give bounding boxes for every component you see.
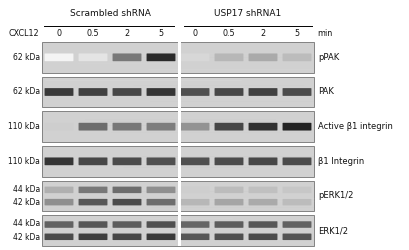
FancyBboxPatch shape	[283, 54, 311, 61]
Text: 5: 5	[294, 30, 299, 38]
FancyBboxPatch shape	[79, 199, 108, 205]
Text: β1 Integrin: β1 Integrin	[318, 157, 364, 166]
FancyBboxPatch shape	[146, 88, 175, 96]
Text: 110 kDa: 110 kDa	[8, 157, 40, 166]
FancyBboxPatch shape	[112, 221, 142, 228]
FancyBboxPatch shape	[79, 54, 108, 61]
Text: Scrambled shRNA: Scrambled shRNA	[70, 9, 151, 18]
FancyBboxPatch shape	[112, 158, 142, 165]
FancyBboxPatch shape	[146, 221, 175, 228]
Text: 0.5: 0.5	[87, 30, 99, 38]
FancyBboxPatch shape	[215, 199, 243, 205]
Text: 0: 0	[193, 30, 198, 38]
FancyBboxPatch shape	[249, 234, 277, 240]
FancyBboxPatch shape	[283, 186, 311, 193]
FancyBboxPatch shape	[215, 158, 243, 165]
FancyBboxPatch shape	[42, 215, 314, 246]
FancyBboxPatch shape	[249, 88, 277, 96]
FancyBboxPatch shape	[112, 88, 142, 96]
FancyBboxPatch shape	[146, 158, 175, 165]
FancyBboxPatch shape	[180, 123, 209, 130]
FancyBboxPatch shape	[249, 54, 277, 61]
Text: ERK1/2: ERK1/2	[318, 226, 348, 235]
FancyBboxPatch shape	[45, 88, 74, 96]
FancyBboxPatch shape	[45, 221, 74, 228]
FancyBboxPatch shape	[178, 42, 181, 246]
Text: 42 kDa: 42 kDa	[13, 198, 40, 207]
FancyBboxPatch shape	[112, 123, 142, 130]
FancyBboxPatch shape	[180, 158, 209, 165]
FancyBboxPatch shape	[146, 199, 175, 205]
FancyBboxPatch shape	[112, 186, 142, 193]
Text: 110 kDa: 110 kDa	[8, 122, 40, 131]
FancyBboxPatch shape	[283, 199, 311, 205]
Text: pPAK: pPAK	[318, 53, 339, 62]
FancyBboxPatch shape	[146, 54, 175, 61]
FancyBboxPatch shape	[215, 54, 243, 61]
FancyBboxPatch shape	[112, 199, 142, 205]
FancyBboxPatch shape	[215, 88, 243, 96]
FancyBboxPatch shape	[283, 234, 311, 240]
FancyBboxPatch shape	[45, 123, 74, 130]
FancyBboxPatch shape	[45, 54, 74, 61]
FancyBboxPatch shape	[180, 88, 209, 96]
FancyBboxPatch shape	[249, 221, 277, 228]
FancyBboxPatch shape	[249, 158, 277, 165]
FancyBboxPatch shape	[283, 123, 311, 130]
FancyBboxPatch shape	[180, 221, 209, 228]
Text: 2: 2	[124, 30, 130, 38]
Text: pERK1/2: pERK1/2	[318, 192, 353, 200]
Text: 0: 0	[56, 30, 61, 38]
FancyBboxPatch shape	[79, 234, 108, 240]
FancyBboxPatch shape	[79, 186, 108, 193]
FancyBboxPatch shape	[249, 199, 277, 205]
FancyBboxPatch shape	[215, 186, 243, 193]
Text: 44 kDa: 44 kDa	[13, 220, 40, 228]
FancyBboxPatch shape	[42, 146, 314, 177]
FancyBboxPatch shape	[79, 88, 108, 96]
FancyBboxPatch shape	[283, 221, 311, 228]
Text: 42 kDa: 42 kDa	[13, 233, 40, 242]
FancyBboxPatch shape	[249, 186, 277, 193]
Text: 0.5: 0.5	[222, 30, 235, 38]
FancyBboxPatch shape	[215, 234, 243, 240]
FancyBboxPatch shape	[283, 158, 311, 165]
FancyBboxPatch shape	[283, 88, 311, 96]
FancyBboxPatch shape	[180, 186, 209, 193]
FancyBboxPatch shape	[215, 221, 243, 228]
FancyBboxPatch shape	[45, 186, 74, 193]
Text: Active β1 integrin: Active β1 integrin	[318, 122, 393, 131]
FancyBboxPatch shape	[180, 199, 209, 205]
FancyBboxPatch shape	[45, 158, 74, 165]
Text: 5: 5	[158, 30, 164, 38]
FancyBboxPatch shape	[249, 123, 277, 130]
FancyBboxPatch shape	[215, 123, 243, 130]
Text: USP17 shRNA1: USP17 shRNA1	[214, 9, 281, 18]
FancyBboxPatch shape	[79, 123, 108, 130]
Text: PAK: PAK	[318, 88, 334, 96]
FancyBboxPatch shape	[146, 123, 175, 130]
FancyBboxPatch shape	[112, 234, 142, 240]
Text: min: min	[317, 30, 332, 38]
FancyBboxPatch shape	[45, 199, 74, 205]
FancyBboxPatch shape	[180, 234, 209, 240]
FancyBboxPatch shape	[146, 186, 175, 193]
Text: 2: 2	[261, 30, 265, 38]
FancyBboxPatch shape	[112, 54, 142, 61]
Text: 44 kDa: 44 kDa	[13, 185, 40, 194]
FancyBboxPatch shape	[42, 42, 314, 73]
Text: 62 kDa: 62 kDa	[13, 53, 40, 62]
FancyBboxPatch shape	[79, 221, 108, 228]
FancyBboxPatch shape	[180, 54, 209, 61]
FancyBboxPatch shape	[45, 234, 74, 240]
FancyBboxPatch shape	[42, 77, 314, 107]
FancyBboxPatch shape	[146, 234, 175, 240]
Text: CXCL12: CXCL12	[8, 30, 39, 38]
Text: 62 kDa: 62 kDa	[13, 88, 40, 96]
FancyBboxPatch shape	[42, 181, 314, 211]
FancyBboxPatch shape	[42, 111, 314, 142]
FancyBboxPatch shape	[79, 158, 108, 165]
